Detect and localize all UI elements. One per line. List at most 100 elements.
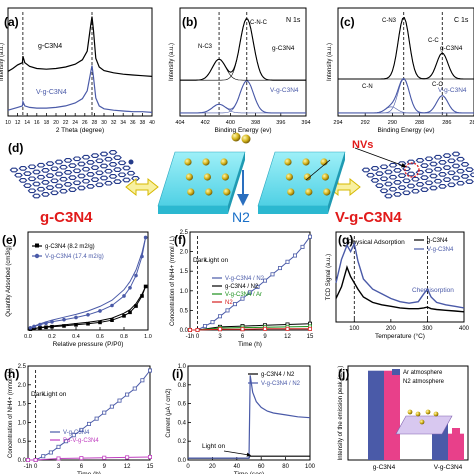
x-tick-label: 404 bbox=[175, 120, 184, 126]
data-point bbox=[56, 456, 61, 461]
x-tick-label: 396 bbox=[276, 120, 285, 126]
data-point bbox=[147, 368, 152, 373]
data-point bbox=[86, 312, 90, 317]
peak-label: C-N-C bbox=[250, 20, 268, 26]
lattice-ring bbox=[32, 181, 41, 187]
metal-atom-icon bbox=[221, 173, 229, 181]
data-point bbox=[262, 326, 267, 331]
lattice-ring bbox=[113, 155, 122, 160]
metal-atom-icon bbox=[407, 409, 413, 415]
vacancy-circle-icon bbox=[404, 162, 420, 178]
lattice-ring bbox=[77, 161, 86, 167]
legend-label: g-C3N4 (8.2 m2/g) bbox=[45, 244, 95, 250]
peak-label: C-C bbox=[428, 38, 439, 44]
xps-envelope bbox=[338, 78, 474, 114]
data-point bbox=[62, 317, 66, 322]
lattice-ring bbox=[433, 178, 443, 184]
lattice-ring bbox=[72, 180, 82, 186]
chart-i: (i) 0 20 40 60 80 100 0.0 0.2 0.4 0.6 0.8 1.0 Time (s… bbox=[166, 364, 316, 474]
legend-label: V-g-C3N4 bbox=[63, 430, 90, 436]
legend-label: V-g-C3N4 (17.4 m2/g) bbox=[45, 254, 104, 260]
x-tick-label: -1h bbox=[186, 334, 195, 340]
chart-title: N 1s bbox=[286, 17, 301, 24]
chart-f: (f) -1h 0 3 6 9 12 15 0.0 0.5 1.0 1.5 2.0 2.5 Time (h)… bbox=[170, 230, 314, 348]
x-tick-label: 6 bbox=[241, 334, 245, 340]
lattice-ring bbox=[384, 169, 393, 175]
panel-label: (a) bbox=[4, 15, 19, 29]
lattice-ring bbox=[50, 178, 59, 184]
data-point bbox=[44, 321, 48, 325]
xps-component bbox=[180, 58, 306, 81]
lattice-ring bbox=[113, 179, 122, 184]
y-tick-label: 0.8 bbox=[178, 383, 187, 389]
metal-atom-icon bbox=[305, 188, 313, 196]
lattice-ring bbox=[63, 170, 73, 175]
x-tick-label: 402 bbox=[201, 120, 210, 126]
y-tick-label: 1.5 bbox=[18, 402, 27, 408]
data-point bbox=[232, 302, 237, 307]
metal-atom-icon bbox=[223, 188, 231, 196]
x-tick-label: 0 bbox=[196, 334, 200, 340]
lattice-ring bbox=[433, 154, 443, 160]
lattice-ring bbox=[420, 163, 429, 168]
data-point bbox=[285, 259, 290, 264]
x-tick-label: 288 bbox=[415, 120, 424, 126]
lattice-ring bbox=[41, 168, 50, 173]
data-point bbox=[128, 286, 132, 290]
lattice-ring bbox=[86, 160, 95, 165]
y-tick-label: 0.0 bbox=[178, 458, 187, 464]
lattice-ring bbox=[375, 171, 384, 176]
lattice-ring bbox=[27, 188, 37, 194]
xps-component bbox=[338, 52, 474, 80]
metal-atom-icon bbox=[284, 158, 292, 166]
x-tick-label: 10 bbox=[5, 120, 11, 126]
lattice-ring bbox=[41, 192, 50, 197]
lattice-ring bbox=[59, 188, 68, 194]
lattice-ring bbox=[108, 174, 118, 179]
data-point bbox=[240, 327, 245, 332]
data-point bbox=[255, 284, 260, 289]
x-tick-label: 12 bbox=[124, 464, 131, 470]
data-point bbox=[134, 304, 138, 308]
lattice-ring bbox=[54, 159, 64, 165]
lattice-ring bbox=[104, 168, 113, 174]
data-point bbox=[277, 266, 282, 271]
data-point bbox=[307, 234, 312, 239]
lattice-ring bbox=[95, 182, 104, 188]
plot-frame bbox=[27, 365, 151, 461]
y-tick-label: 2.0 bbox=[180, 250, 189, 256]
data-point bbox=[50, 324, 54, 329]
data-point bbox=[307, 326, 312, 331]
x-tick-label: 15 bbox=[147, 464, 154, 470]
lattice-ring bbox=[54, 171, 64, 177]
lattice-ring bbox=[438, 184, 447, 189]
data-point bbox=[44, 325, 48, 330]
lattice-ring bbox=[393, 192, 402, 197]
lattice-ring bbox=[32, 193, 41, 199]
panel-label: (h) bbox=[4, 367, 19, 381]
lattice-ring bbox=[415, 170, 425, 175]
x-tick-label: 398 bbox=[251, 120, 260, 126]
x-tick-label: 3 bbox=[57, 464, 61, 470]
x-tick-label: 34 bbox=[120, 120, 126, 126]
data-point bbox=[32, 326, 36, 331]
lattice-ring bbox=[429, 161, 438, 167]
lattice-ring bbox=[90, 165, 100, 170]
data-point bbox=[262, 278, 267, 283]
x-axis-label: Relative pressure (P/P0) bbox=[53, 341, 124, 348]
y-tick-label: 0.5 bbox=[180, 308, 189, 314]
lattice-ring bbox=[366, 172, 375, 178]
tcd-line bbox=[335, 241, 465, 309]
lattice-ring bbox=[86, 184, 95, 189]
lattice-ring bbox=[81, 166, 91, 172]
x-tick-label: 40 bbox=[149, 120, 155, 126]
plot-frame bbox=[27, 231, 149, 331]
x-tick-label: 16 bbox=[34, 120, 40, 126]
x-tick-label: 12 bbox=[15, 120, 21, 126]
plot-frame bbox=[179, 7, 307, 117]
x-tick-label: 400 bbox=[459, 326, 470, 332]
lattice-ring bbox=[370, 166, 380, 171]
lattice-ring bbox=[18, 166, 28, 171]
annotation-physical: Physical Adsorption bbox=[348, 239, 405, 246]
lattice-ring bbox=[447, 182, 456, 188]
